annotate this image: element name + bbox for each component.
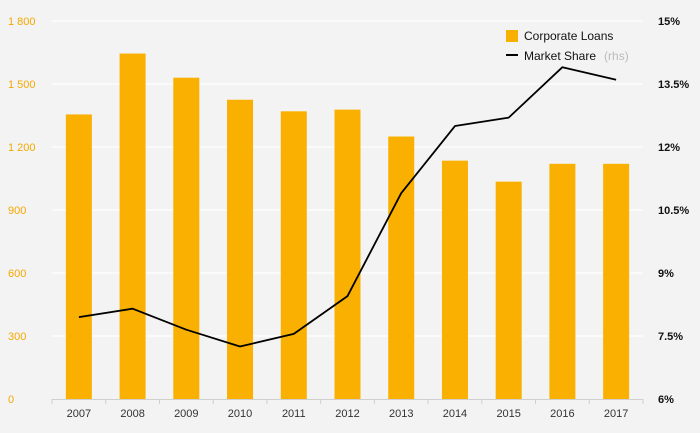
- x-tick-label: 2016: [550, 408, 574, 420]
- y-left-tick-label: 300: [8, 331, 26, 343]
- x-tick-label: 2013: [389, 408, 413, 420]
- legend-swatch-corporate-loans: [506, 30, 518, 42]
- bar-2010: [227, 99, 254, 399]
- y-right-tick-label: 13.5%: [658, 79, 689, 91]
- y-left-tick-label: 1 500: [8, 79, 36, 91]
- bar-2008: [119, 53, 146, 400]
- y-left-tick-label: 1 200: [8, 142, 36, 154]
- legend-label-market-share-suffix: (rhs): [604, 49, 629, 63]
- x-tick-label: 2010: [228, 408, 252, 420]
- bar-2011: [280, 111, 307, 400]
- bar-2013: [388, 136, 415, 399]
- bar-2015: [495, 181, 522, 399]
- legend-label-market-share: Market Share (rhs): [524, 47, 629, 64]
- y-right-tick-label: 7.5%: [658, 331, 683, 343]
- x-tick-label: 2009: [174, 408, 198, 420]
- bar-2009: [173, 77, 200, 399]
- x-tick-label: 2012: [335, 408, 359, 420]
- x-tick-label: 2017: [604, 408, 628, 420]
- legend: Corporate Loans Market Share (rhs): [506, 29, 629, 64]
- line-market-share: [78, 66, 617, 348]
- bar-2007: [65, 114, 92, 399]
- y-left-tick-label: 900: [8, 205, 26, 217]
- bar-2017: [603, 163, 630, 399]
- y-right-tick-label: 12%: [658, 142, 680, 154]
- x-tick-label: 2008: [120, 408, 144, 420]
- y-right-tick-label: 10.5%: [658, 205, 689, 217]
- axes: 2007 2008 2009 2010 2011 2012 2013 2014 2015 2016…: [8, 16, 689, 420]
- x-tick-label: 2007: [67, 408, 91, 420]
- x-tick-label: 2014: [443, 408, 467, 420]
- y-right-tick-label: 6%: [658, 394, 674, 406]
- y-right-tick-label: 9%: [658, 268, 674, 280]
- legend-label-market-share-text: Market Share: [524, 49, 596, 63]
- y-left-tick-label: 1 800: [8, 16, 36, 28]
- y-left-tick-label: 600: [8, 268, 26, 280]
- y-right-tick-label: 15%: [658, 16, 680, 28]
- x-tick-label: 2011: [282, 408, 306, 420]
- bars-corporate-loans: [65, 53, 630, 400]
- x-tick-label: 2015: [496, 408, 520, 420]
- bar-2016: [549, 163, 576, 399]
- bar-2014: [441, 160, 468, 399]
- legend-label-corporate-loans: Corporate Loans: [524, 29, 613, 43]
- bar-2012: [334, 109, 361, 400]
- y-left-tick-label: 0: [8, 394, 14, 406]
